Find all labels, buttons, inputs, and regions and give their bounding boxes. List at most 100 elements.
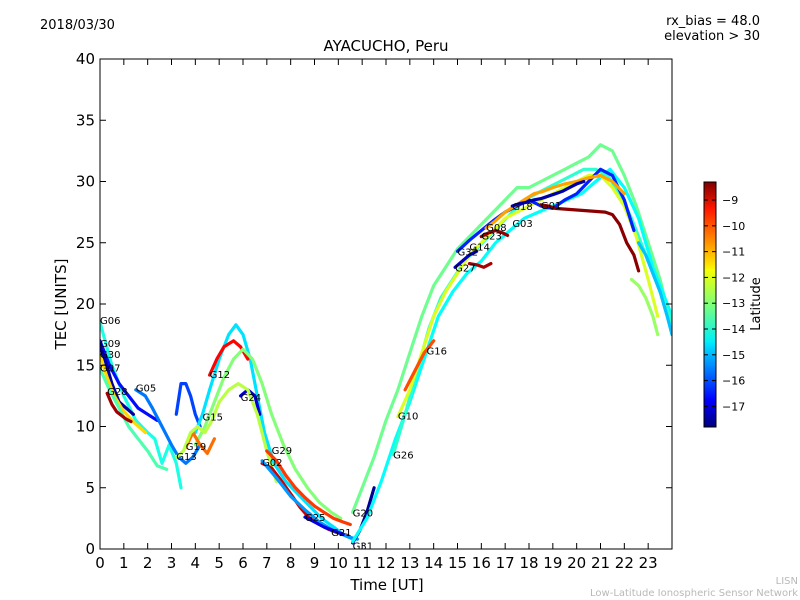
satellite-label: G23 [481,231,501,242]
satellite-label: G02 [262,458,282,469]
satellite-label: G06 [100,316,120,327]
axis-layer: 0 1 2 3 4 5 6 7 8 9 10 11 12 13 14 15 16 17 18 19 20 21 22 2305… [76,50,672,572]
satellite-label: G24 [241,393,261,404]
rx-bias-label: rx_bias = 48.0 [666,14,760,29]
colorbar-tick-label: −14 [722,323,745,336]
x-tick-label: 12 [376,554,395,572]
satellite-label: G31 [353,541,373,552]
x-tick-label: 8 [286,554,296,572]
colorbar-tick-label: −12 [722,271,745,284]
satellite-label: G28 [107,387,127,398]
x-tick-label: 13 [400,554,419,572]
satellite-label: G29 [272,446,292,457]
tec-series [351,143,672,514]
satellite-label: G07 [100,364,120,375]
x-tick-label: 20 [567,554,586,572]
y-axis-label: TEC [UNITS] [52,259,70,351]
x-tick-label: 22 [615,554,634,572]
satellite-label: G12 [210,370,230,381]
x-tick-label: 18 [519,554,538,572]
tec-series [193,347,343,521]
satellite-label: G05 [136,383,156,394]
tec-series [100,367,169,471]
series-layer [100,143,672,545]
colorbar-tick-label: −17 [722,400,745,413]
y-tick-label: 25 [76,234,95,252]
tec-series [134,388,202,465]
tec-series [303,515,345,536]
colorbar-gradient [703,181,717,428]
satellite-label: G25 [305,513,325,524]
tec-series [105,391,133,424]
x-tick-label: 11 [353,554,372,572]
date-label: 2018/03/30 [40,18,115,33]
colorbar: −9 −10 −11 −12 −13 −14 −15 −16 −17 Latitude [703,181,764,428]
tec-series [629,277,660,337]
colorbar-label: Latitude [749,277,764,331]
y-tick-label: 0 [85,540,95,558]
footer-network: Low-Latitude Ionospheric Sensor Network [590,588,798,599]
x-tick-label: 2 [143,554,153,572]
tec-series [479,228,510,239]
satellite-label: G09 [100,339,120,350]
colorbar-tick-label: −16 [722,375,745,388]
x-tick-label: 14 [424,554,443,572]
plot-frame [99,58,673,550]
satellite-label: G19 [186,442,206,453]
chart-title: AYACUCHO, Peru [323,37,449,55]
colorbar-tick-label: −15 [722,349,745,362]
satellite-label: G30 [100,350,120,361]
tec-series [265,449,352,527]
x-tick-label: 15 [448,554,467,572]
satellite-label: G03 [512,219,532,230]
tec-series [539,203,641,273]
colorbar-tick-label: −10 [722,220,745,233]
x-tick-label: 9 [310,554,320,572]
x-tick-label: 16 [472,554,491,572]
colorbar-tick-label: −11 [722,246,745,259]
y-tick-label: 30 [76,173,95,191]
tec-series [396,173,660,419]
x-tick-label: 5 [214,554,224,572]
y-tick-label: 5 [85,479,95,497]
tec-series [100,344,135,416]
satellite-label: G27 [455,263,475,274]
colorbar-ticks: −9 −10 −11 −12 −13 −14 −15 −16 −17 [704,194,745,413]
x-tick-label: 23 [639,554,658,572]
colorbar-tick-label: −13 [722,297,745,310]
x-tick-label: 10 [329,554,348,572]
satellite-label: G14 [469,242,489,253]
tec-series [174,382,278,484]
tec-series [467,262,493,269]
x-tick-label: 3 [167,554,177,572]
elevation-label: elevation > 30 [664,29,760,44]
satellite-label: G16 [427,347,447,358]
tec-series [453,249,479,269]
tec-series [184,431,216,455]
satellite-label: G13 [176,452,196,463]
satellite-label: G15 [202,413,222,424]
satellite-label: G01 [541,201,561,212]
x-tick-label: 7 [262,554,272,572]
y-tick-label: 40 [76,50,95,68]
tec-series [510,179,586,208]
satellite-label: G10 [398,411,418,422]
y-tick-label: 35 [76,111,95,129]
x-tick-label: 21 [591,554,610,572]
satellite-label: G18 [512,202,532,213]
satellite-label: G21 [331,528,351,539]
tec-series [239,388,262,416]
y-tick-label: 10 [76,418,95,436]
x-tick-label: 0 [95,554,105,572]
x-axis-label: Time [UT] [349,576,423,594]
tec-series [100,353,147,435]
x-tick-label: 17 [496,554,515,572]
satellite-label: G08 [486,223,506,234]
colorbar-tick-label: −9 [722,194,738,207]
tec-series [403,339,436,392]
x-tick-label: 1 [119,554,129,572]
satellite-label: G26 [393,451,413,462]
satellite-label: G20 [353,508,373,519]
